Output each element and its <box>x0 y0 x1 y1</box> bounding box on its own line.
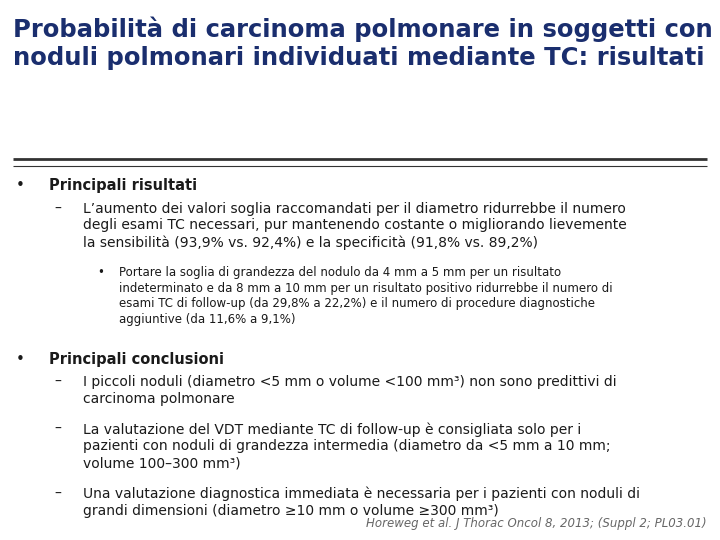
Text: •: • <box>16 352 24 367</box>
Text: Probabilità di carcinoma polmonare in soggetti con
noduli polmonari individuati : Probabilità di carcinoma polmonare in so… <box>13 16 713 70</box>
Text: •: • <box>97 266 104 279</box>
Text: –: – <box>54 201 61 215</box>
Text: Una valutazione diagnostica immediata è necessaria per i pazienti con noduli di
: Una valutazione diagnostica immediata è … <box>83 487 640 518</box>
Text: I piccoli noduli (diametro <5 mm o volume <100 mm³) non sono predittivi di
carci: I piccoli noduli (diametro <5 mm o volum… <box>83 375 616 406</box>
Text: Principali risultati: Principali risultati <box>49 178 197 193</box>
Text: Portare la soglia di grandezza del nodulo da 4 mm a 5 mm per un risultato
indete: Portare la soglia di grandezza del nodul… <box>119 266 613 326</box>
Text: •: • <box>16 178 24 193</box>
Text: –: – <box>54 487 61 501</box>
Text: Principali conclusioni: Principali conclusioni <box>49 352 224 367</box>
Text: Horeweg et al. J Thorac Oncol 8, 2013; (Suppl 2; PL03.01): Horeweg et al. J Thorac Oncol 8, 2013; (… <box>366 517 707 530</box>
Text: –: – <box>54 375 61 389</box>
Text: La valutazione del VDT mediante TC di follow-up è consigliata solo per i
pazient: La valutazione del VDT mediante TC di fo… <box>83 422 611 470</box>
Text: L’aumento dei valori soglia raccomandati per il diametro ridurrebbe il numero
de: L’aumento dei valori soglia raccomandati… <box>83 201 626 249</box>
Text: –: – <box>54 422 61 436</box>
